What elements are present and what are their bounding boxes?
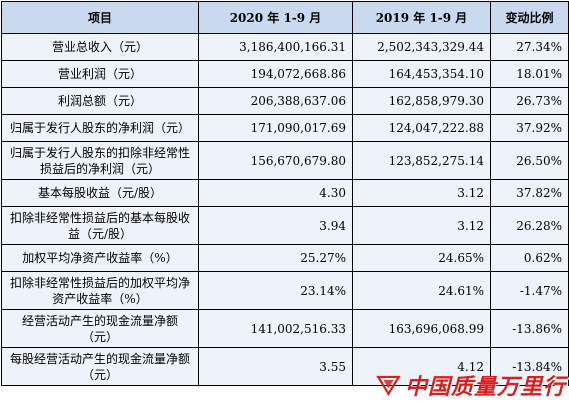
value-2020: 206,388,637.06 (198, 87, 353, 115)
value-2019: 3.12 (352, 206, 491, 245)
change-ratio: 37.92% (490, 114, 569, 142)
brand-logo-icon (376, 375, 401, 396)
value-2020: 3.94 (198, 206, 353, 245)
value-2019: 24.65% (352, 244, 491, 272)
row-label: 每股经营活动产生的现金流量净额（元） (1, 347, 199, 386)
value-2019: 164,453,354.10 (352, 60, 491, 88)
value-2020: 4.30 (198, 179, 353, 207)
value-2020: 3.55 (198, 347, 353, 386)
value-2020: 23.14% (198, 271, 353, 310)
value-2020: 171,090,017.69 (198, 114, 353, 142)
row-label: 加权平均净资产收益率（%） (1, 244, 199, 272)
row-label: 利润总额（元） (1, 87, 199, 115)
table-row: 扣除非经常性损益后的加权平均净资产收益率（%） 23.14% 24.61% -1… (1, 271, 569, 310)
watermark: 中国质量万里行 (376, 367, 566, 403)
change-ratio: 18.01% (490, 60, 569, 88)
table-row: 扣除非经常性损益后的基本每股收益（元/股） 3.94 3.12 26.28% (1, 206, 569, 245)
table-row: 基本每股收益（元/股） 4.30 3.12 37.82% (1, 179, 569, 207)
value-2020: 194,072,668.86 (198, 60, 353, 88)
value-2019: 24.61% (352, 271, 491, 310)
value-2020: 156,670,679.80 (198, 141, 353, 180)
change-ratio: 26.73% (490, 87, 569, 115)
header-change: 变动比例 (490, 1, 569, 34)
row-label: 营业利润（元） (1, 60, 199, 88)
header-item: 项目 (1, 1, 199, 34)
table-row: 经营活动产生的现金流量净额（元） 141,002,516.33 163,696,… (1, 309, 569, 348)
table-row: 加权平均净资产收益率（%） 25.27% 24.65% 0.62% (1, 244, 569, 272)
value-2019: 2,502,343,329.44 (352, 33, 491, 61)
table-row: 归属于发行人股东的扣除非经常性损益后的净利润（元） 156,670,679.80… (1, 141, 569, 180)
row-label: 归属于发行人股东的扣除非经常性损益后的净利润（元） (1, 141, 199, 180)
row-label: 归属于发行人股东的净利润（元） (1, 114, 199, 142)
financial-summary-table: 项目 2020 年 1-9 月 2019 年 1-9 月 变动比例 营业总收入（… (1, 1, 569, 386)
value-2020: 141,002,516.33 (198, 309, 353, 348)
value-2019: 124,047,222.88 (352, 114, 491, 142)
table-header: 项目 2020 年 1-9 月 2019 年 1-9 月 变动比例 (1, 1, 569, 34)
change-ratio: 26.28% (490, 206, 569, 245)
change-ratio: 27.34% (490, 33, 569, 61)
value-2020: 3,186,400,166.31 (198, 33, 353, 61)
change-ratio: 26.50% (490, 141, 569, 180)
row-label: 经营活动产生的现金流量净额（元） (1, 309, 199, 348)
row-label: 基本每股收益（元/股） (1, 179, 199, 207)
value-2019: 4.12 (352, 347, 491, 386)
value-2019: 123,852,275.14 (352, 141, 491, 180)
value-2019: 163,696,068.99 (352, 309, 491, 348)
change-ratio: 37.82% (490, 179, 569, 207)
change-ratio: -13.84% (490, 347, 569, 386)
row-label: 营业总收入（元） (1, 33, 199, 61)
table-row: 营业利润（元） 194,072,668.86 164,453,354.10 18… (1, 60, 569, 88)
table-row: 营业总收入（元） 3,186,400,166.31 2,502,343,329.… (1, 33, 569, 61)
header-2019: 2019 年 1-9 月 (352, 1, 491, 34)
value-2020: 25.27% (198, 244, 353, 272)
row-label: 扣除非经常性损益后的基本每股收益（元/股） (1, 206, 199, 245)
row-label: 扣除非经常性损益后的加权平均净资产收益率（%） (1, 271, 199, 310)
table-row: 归属于发行人股东的净利润（元） 171,090,017.69 124,047,2… (1, 114, 569, 142)
watermark-text: 中国质量万里行 (404, 374, 566, 400)
value-2019: 3.12 (352, 179, 491, 207)
change-ratio: 0.62% (490, 244, 569, 272)
header-2020: 2020 年 1-9 月 (198, 1, 353, 34)
change-ratio: -13.86% (490, 309, 569, 348)
change-ratio: -1.47% (490, 271, 569, 310)
table-row: 每股经营活动产生的现金流量净额（元） 3.55 4.12 -13.84% (1, 347, 569, 386)
value-2019: 162,858,979.30 (352, 87, 491, 115)
table-row: 利润总额（元） 206,388,637.06 162,858,979.30 26… (1, 87, 569, 115)
